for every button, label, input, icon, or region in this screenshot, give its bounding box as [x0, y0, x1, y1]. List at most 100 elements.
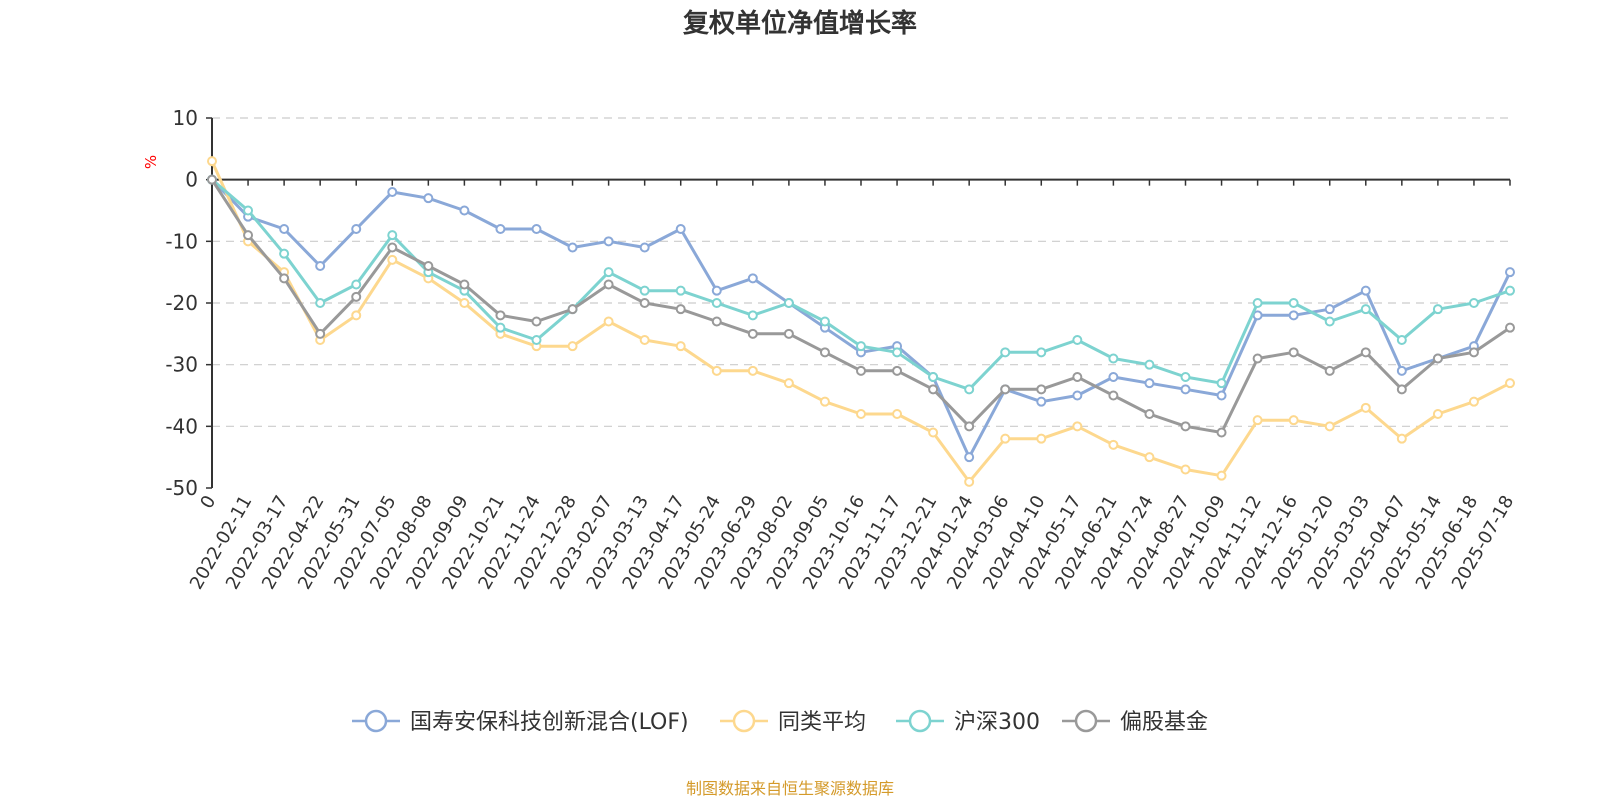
data-point: [892, 365, 903, 376]
data-point: [1144, 452, 1155, 463]
data-point: [1144, 378, 1155, 389]
data-point: [1072, 372, 1083, 382]
legend-item-0[interactable]: 国寿安保科技创新混合(LOF): [352, 709, 689, 735]
data-point: [964, 384, 975, 395]
data-point: [675, 285, 686, 296]
data-point: [1000, 347, 1011, 358]
data-point: [639, 335, 650, 345]
legend[interactable]: 国寿安保科技创新混合(LOF) 同类平均 沪深300 偏股基金: [352, 709, 1208, 735]
series-line-3: [210, 178, 1511, 434]
data-point: [1432, 409, 1443, 419]
data-point: [603, 236, 614, 247]
legend-item-3[interactable]: 偏股基金: [1062, 709, 1208, 735]
data-point: [1180, 372, 1191, 382]
data-point: [1072, 421, 1083, 432]
data-point: [495, 224, 506, 234]
legend-item-1[interactable]: 同类平均: [720, 709, 866, 735]
data-point: [387, 242, 398, 253]
data-point: [928, 372, 939, 382]
data-point: [856, 365, 866, 376]
data-point: [1360, 402, 1371, 413]
series-lines: [207, 156, 1515, 487]
data-point: [1288, 415, 1299, 426]
data-point: [1216, 390, 1227, 401]
data-point: [1396, 384, 1407, 395]
data-point: [315, 298, 326, 308]
data-point: [1468, 298, 1479, 308]
data-point: [1000, 384, 1011, 395]
data-point: [1505, 322, 1515, 333]
data-point: [243, 205, 254, 216]
y-tick-label: -50: [165, 476, 198, 500]
data-point: [819, 396, 830, 407]
data-point: [1324, 365, 1335, 376]
legend-label: 国寿安保科技创新混合(LOF): [410, 710, 689, 735]
data-point: [603, 267, 614, 278]
data-point: [387, 187, 398, 197]
data-point: [711, 365, 722, 376]
data-point: [928, 384, 939, 395]
data-point: [928, 427, 939, 438]
data-point: [964, 421, 975, 432]
data-point: [1072, 335, 1083, 345]
data-point: [1432, 353, 1443, 364]
data-point: [1108, 439, 1119, 450]
data-point: [747, 310, 758, 321]
data-point: [783, 378, 794, 389]
legend-label: 沪深300: [954, 710, 1040, 735]
data-point: [1216, 378, 1227, 389]
data-point: [639, 242, 650, 253]
data-point: [531, 316, 542, 327]
data-point: [1252, 415, 1263, 426]
legend-label: 同类平均: [778, 710, 866, 735]
legend-label: 偏股基金: [1120, 710, 1208, 735]
data-point: [1180, 464, 1191, 475]
data-point: [603, 279, 614, 290]
data-point: [1144, 409, 1155, 419]
data-point: [1360, 347, 1371, 358]
data-point: [495, 322, 506, 333]
axes: 100-10-20-30-40-5002022-02-112022-03-172…: [165, 106, 1518, 593]
data-point: [964, 452, 975, 463]
data-point: [675, 224, 686, 234]
data-point: [495, 310, 506, 321]
y-tick-label: -30: [165, 353, 198, 377]
y-tick-label: 10: [173, 106, 198, 130]
data-point: [1324, 421, 1335, 432]
data-point: [856, 341, 866, 352]
data-point: [459, 205, 470, 216]
legend-item-2[interactable]: 沪深300: [896, 709, 1040, 735]
y-tick-label: -40: [165, 414, 198, 438]
y-tick-label: -20: [165, 291, 198, 315]
series-line-2: [211, 178, 1511, 391]
chart-title: 复权单位净值增长率: [683, 8, 917, 39]
data-point: [315, 261, 326, 271]
data-point: [567, 304, 578, 315]
data-point: [1505, 285, 1515, 296]
data-point: [1360, 304, 1371, 315]
legend-marker: [1074, 709, 1098, 733]
data-point: [1360, 285, 1371, 296]
source-note: 制图数据来自恒生聚源数据库: [686, 779, 894, 798]
data-point: [783, 298, 794, 308]
data-point: [279, 224, 290, 234]
data-point: [315, 328, 326, 339]
data-point: [603, 316, 614, 327]
data-point: [1144, 359, 1155, 370]
x-tick-label: 0: [196, 492, 220, 512]
data-point: [207, 174, 217, 185]
data-point: [531, 224, 542, 234]
data-point: [892, 409, 903, 419]
y-tick-label: -10: [165, 229, 198, 253]
data-point: [747, 328, 758, 339]
series-line-1: [210, 160, 1511, 484]
data-point: [1396, 433, 1407, 444]
data-point: [1000, 433, 1011, 444]
data-point: [1288, 310, 1299, 321]
data-point: [639, 285, 650, 296]
data-point: [387, 230, 398, 241]
data-point: [279, 273, 290, 284]
data-point: [1108, 372, 1119, 382]
data-point: [1432, 304, 1443, 315]
